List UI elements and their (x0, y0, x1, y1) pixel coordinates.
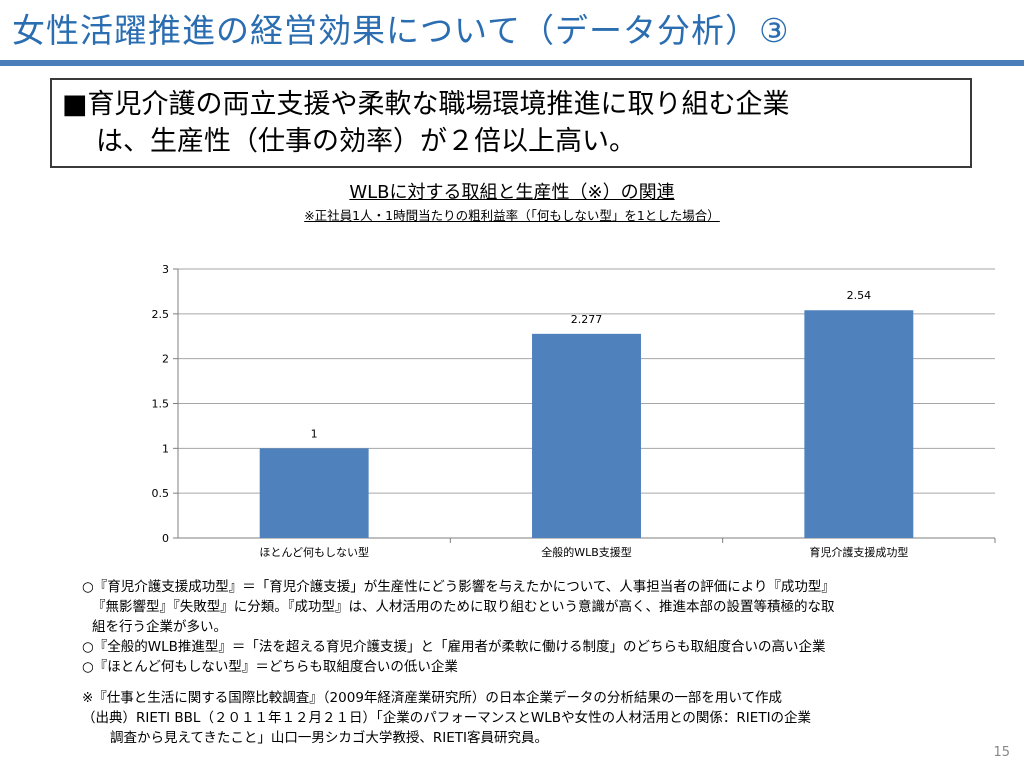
y-tick-label: 3 (162, 263, 169, 276)
page-number: 15 (993, 745, 1010, 760)
note-line-1: ○『育児介護支援成功型』＝「育児介護支援」が生産性にどう影響を与えたかについて、… (82, 579, 835, 595)
source-line-2: （出典）RIETI BBL（２０１１年１２月２１日）「企業のパフォーマンスとWL… (82, 710, 812, 726)
key-message-box: ■育児介護の両立支援や柔軟な職場環境推進に取り組む企業 は、生産性（仕事の効率）… (50, 78, 972, 168)
bar-chart: 0 0.5 1 1.5 2 2.5 3 1 ほとんど何もしない型 2.277 全般的WLB支援型 2.… (152, 263, 996, 559)
title-divider (0, 60, 1024, 66)
data-label: 2.54 (847, 289, 872, 302)
note-line-2: 『無影響型』『失敗型』に分類。『成功型』は、人材活用のために取り組むという意識が… (92, 599, 835, 615)
y-tick-label: 0.5 (152, 487, 170, 500)
bar (532, 333, 641, 538)
key-message-line-2: は、生産性（仕事の効率）が２倍以上高い。 (96, 126, 636, 157)
y-tick-label: 0 (162, 532, 169, 545)
source-line-3: 調査から見えてきたこと」山口一男シカゴ大学教授、RIETI客員研究員。 (110, 730, 549, 746)
data-label: 1 (311, 427, 318, 440)
note-line-3: 組を行う企業が多い。 (92, 619, 227, 635)
notes-block: ○『育児介護支援成功型』＝「育児介護支援」が生産性にどう影響を与えたかについて、… (82, 577, 982, 677)
chart-subtitle: ※正社員1人・1時間当たりの粗利益率（「何もしない型」を1とした場合） (304, 208, 720, 223)
slide-title: 女性活躍推進の経営効果について（データ分析）③ (12, 11, 790, 50)
chart-title: WLBに対する取組と生産性（※）の関連 (349, 182, 675, 203)
x-category-label: ほとんど何もしない型 (259, 545, 369, 559)
data-label: 2.277 (571, 313, 603, 326)
note-line-5: ○『ほとんど何もしない型』＝どちらも取組度合いの低い企業 (82, 659, 458, 675)
y-tick-label: 1 (162, 442, 169, 455)
bar (259, 448, 369, 538)
bar (804, 310, 914, 538)
x-category-label: 育児介護支援成功型 (809, 545, 908, 559)
source-line-1: ※『仕事と生活に関する国際比較調査』（2009年経済産業研究所）の日本企業データ… (82, 690, 783, 706)
note-line-4: ○『全般的WLB推進型』＝「法を超える育児介護支援」と「雇用者が柔軟に働ける制度… (82, 639, 826, 655)
key-message-line-1: ■育児介護の両立支援や柔軟な職場環境推進に取り組む企業 (62, 89, 790, 120)
y-tick-label: 2 (162, 353, 169, 366)
y-tick-label: 2.5 (152, 308, 170, 321)
x-category-label: 全般的WLB支援型 (541, 545, 632, 559)
y-tick-label: 1.5 (152, 398, 170, 411)
sources-block: ※『仕事と生活に関する国際比較調査』（2009年経済産業研究所）の日本企業データ… (82, 688, 982, 748)
